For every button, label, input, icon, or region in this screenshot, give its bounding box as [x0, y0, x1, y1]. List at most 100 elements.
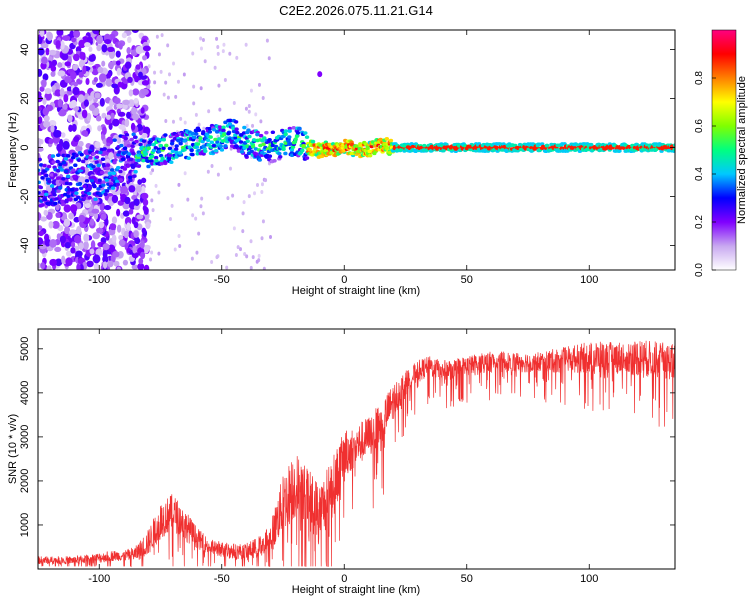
spectrogram-cell — [192, 84, 196, 89]
spectrogram-cell — [92, 254, 101, 264]
spectrogram-cell — [291, 126, 296, 130]
spectrogram-cell — [164, 118, 168, 123]
spectrogram-cell — [199, 204, 203, 209]
spectrogram-cell — [270, 130, 276, 135]
spectrogram-cell — [158, 153, 164, 158]
spectrogram-cell — [153, 70, 157, 75]
snr-panel: -100 -50 0 50 100 1000 2000 3000 4000 5000 Height… — [7, 328, 676, 596]
spectrogram-cell — [166, 95, 170, 100]
spectrogram-cell — [166, 43, 170, 48]
spectrogram-cell — [154, 158, 159, 163]
spectrogram-cell — [131, 151, 136, 156]
spectrogram-cell — [97, 66, 104, 74]
spectrogram-cell — [128, 157, 134, 162]
spectrogram-cell — [199, 36, 203, 41]
spectrogram-cell — [57, 62, 63, 68]
spectrogram-cell — [173, 247, 177, 252]
spectrogram-cell — [111, 216, 118, 224]
spectrogram-cell — [40, 203, 45, 207]
spectrogram-cell — [158, 143, 164, 148]
y-tick-label: -20 — [19, 189, 31, 205]
spectrogram-cell — [295, 131, 301, 135]
y-tick-label: 2000 — [19, 469, 31, 493]
spectrogram-cell — [278, 154, 283, 159]
spectrogram-cell — [202, 126, 206, 131]
spectrogram-cell — [100, 213, 107, 221]
spectrogram-cell — [141, 227, 147, 234]
spectrogram-cell — [82, 65, 87, 75]
spectrogram-cell — [244, 153, 249, 158]
spectrogram-cell — [126, 143, 132, 148]
spectrogram-cell — [356, 149, 361, 154]
spectrogram-cell — [108, 228, 116, 236]
spectrogram-cell — [74, 153, 79, 158]
spectrogram-cell — [124, 118, 130, 128]
spectrogram-cell — [68, 124, 73, 132]
spectrogram-cell — [303, 131, 308, 135]
spectrogram-cell — [69, 30, 75, 39]
spectrogram-cell — [110, 186, 116, 190]
spectrogram-cell — [102, 261, 108, 269]
spectrogram-cell — [136, 164, 142, 168]
spectrogram-cell — [196, 138, 200, 143]
spectrogram-cell — [48, 120, 57, 127]
spectrogram-cell — [66, 154, 71, 158]
spectrogram-cell — [57, 98, 63, 108]
spectrogram-cell — [95, 248, 103, 257]
spectrogram-cell — [65, 250, 72, 257]
spectrogram-cell — [52, 192, 57, 197]
spectrogram-cell — [94, 141, 101, 149]
spectrogram-cell — [233, 135, 238, 140]
spectrogram-cell — [267, 138, 272, 142]
spectrogram-cell — [55, 168, 61, 173]
spectrogram-cell — [112, 251, 120, 258]
spectrogram-cell — [127, 152, 132, 156]
spectrogram-cell — [122, 99, 130, 106]
spectrogram-cell — [617, 149, 622, 153]
spectrogram-cell — [102, 243, 110, 251]
spectrogram-cell — [262, 136, 267, 140]
spectrogram-cell — [126, 111, 131, 119]
spectrogram-cell — [154, 183, 158, 188]
spectrogram-cell — [94, 155, 100, 159]
spectrogram-cell — [183, 171, 187, 176]
spectrogram-cell — [103, 205, 112, 211]
spectrogram-cell — [68, 229, 77, 236]
spectrogram-cell — [99, 170, 105, 175]
spectrogram-cell — [38, 157, 43, 162]
spectrogram-cell — [207, 109, 211, 114]
spectrogram-cell — [225, 265, 229, 270]
spectrogram-cell — [221, 125, 226, 130]
spectrogram-cell — [163, 159, 168, 164]
spectrogram-cell — [93, 262, 100, 270]
colorbar-label: Normalized spectral amplitude — [736, 76, 748, 224]
spectrogram-cell — [213, 148, 219, 153]
spectrogram-cell — [183, 120, 187, 125]
spectrogram-cell — [116, 266, 122, 270]
spectrogram-cell — [135, 45, 143, 55]
spectrogram-cell — [159, 159, 164, 163]
spectrogram-cell — [239, 150, 245, 154]
spectrogram-cell — [118, 178, 124, 182]
spectrogram-cell — [103, 192, 108, 197]
spectrogram-cell — [244, 106, 248, 111]
spectrogram-cell — [211, 143, 217, 148]
spectrogram-cell — [272, 158, 277, 163]
spectrogram-cell — [51, 160, 56, 164]
spectrogram-cell — [178, 141, 183, 146]
spectrogram-cell — [221, 128, 226, 133]
spectrogram-cell — [130, 165, 136, 169]
spectrogram-cell — [92, 30, 100, 35]
spectrogram-cell — [38, 230, 45, 237]
spectrogram-cell — [195, 250, 199, 255]
spectrogram-cell — [104, 189, 110, 193]
spectrogram-cell — [304, 156, 310, 160]
spectrogram-cell — [242, 200, 246, 205]
spectrogram-cell — [132, 174, 137, 178]
spectrogram-cell — [215, 255, 219, 260]
spectrogram-cell — [73, 234, 82, 244]
spectrogram-cell — [268, 235, 272, 240]
spectrogram-cell — [137, 262, 145, 270]
spectrogram-cell — [124, 150, 129, 154]
spectrogram-cell — [141, 88, 149, 96]
